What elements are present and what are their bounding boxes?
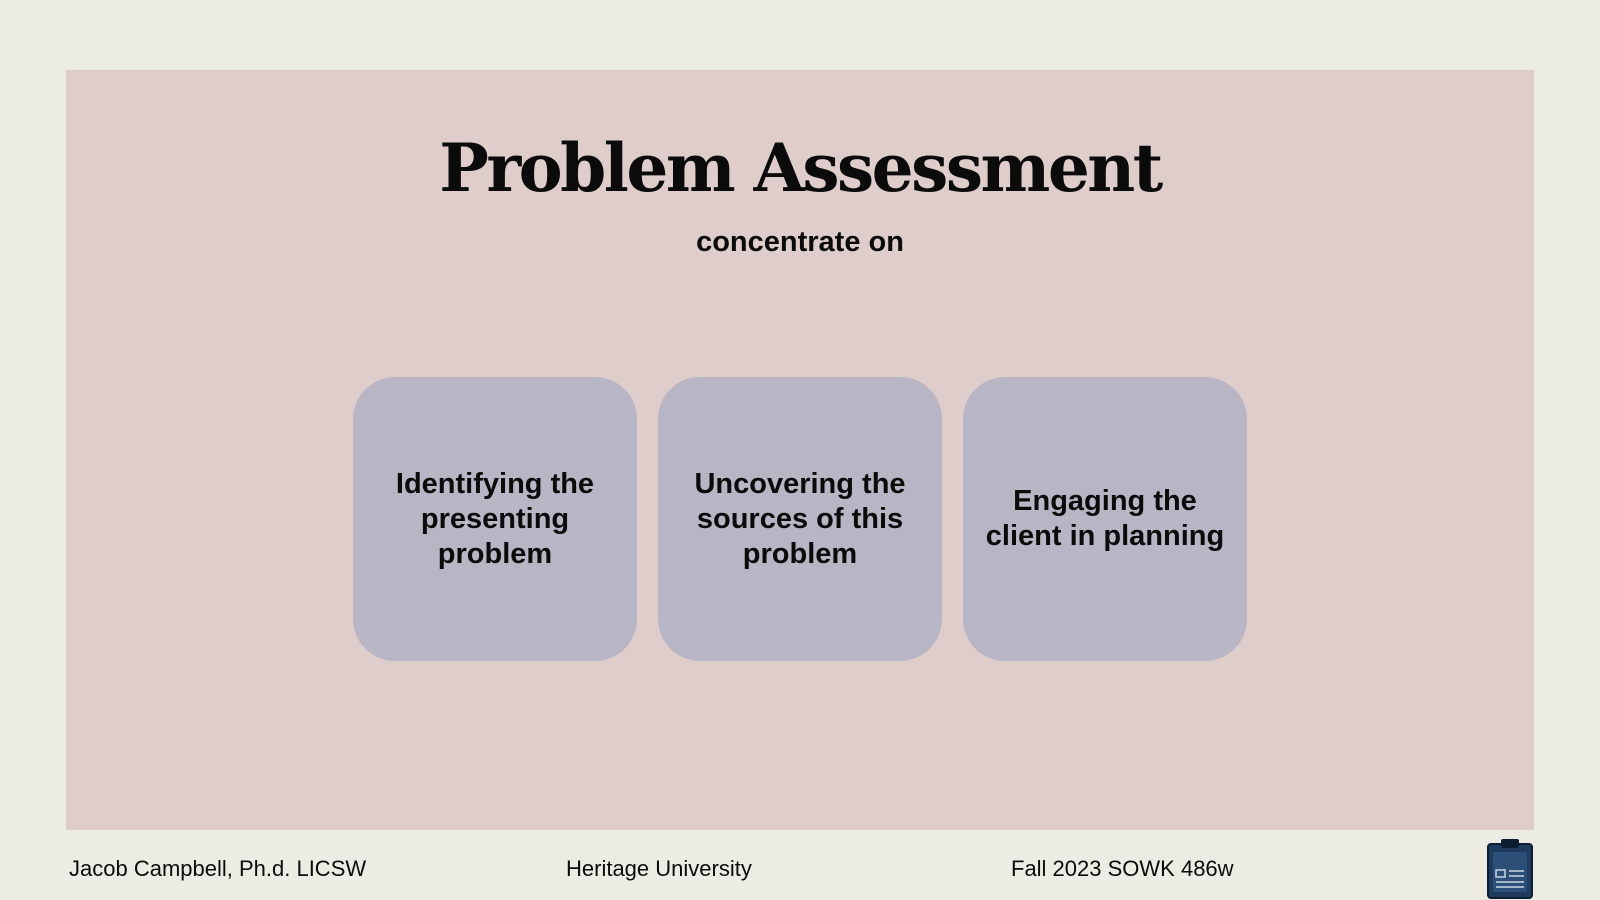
card-row: Identifying the presenting problem Uncov… [353, 377, 1247, 661]
slide-title: Problem Assessment [439, 129, 1163, 207]
clipboard-icon [1487, 839, 1533, 899]
card-engaging-client: Engaging the client in planning [963, 377, 1247, 661]
footer-course: Fall 2023 SOWK 486w [1011, 856, 1234, 881]
card-text: Uncovering the sources of this problem [694, 467, 906, 570]
card-text: Identifying the presenting problem [395, 467, 595, 570]
footer-author: Jacob Campbell, Ph.d. LICSW [69, 856, 367, 881]
footer-university: Heritage University [566, 856, 752, 881]
slide-subtitle: concentrate on [696, 226, 904, 258]
card-uncovering-sources: Uncovering the sources of this problem [658, 377, 942, 661]
card-identifying-problem: Identifying the presenting problem [353, 377, 637, 661]
card-text: Engaging the client in planning [985, 485, 1225, 552]
